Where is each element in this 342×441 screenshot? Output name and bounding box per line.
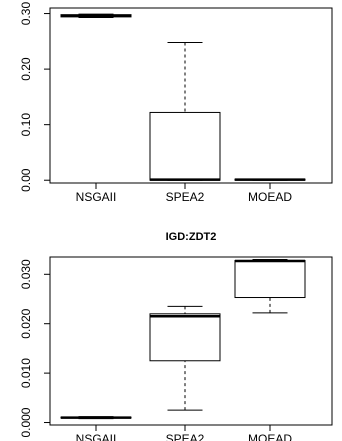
y-tick-label: 0.010 (19, 358, 33, 388)
plot-frame (49, 256, 333, 426)
box-spea2 (149, 111, 221, 181)
y-tick-label: 0.20 (19, 57, 33, 81)
box-spea2 (149, 313, 221, 362)
plot-frame (49, 7, 333, 184)
x-tick-label: MOEAD (248, 190, 292, 204)
y-tick-label: 0.020 (19, 308, 33, 338)
box-moead (234, 259, 306, 299)
y-tick-label: 0.30 (19, 2, 33, 26)
y-tick-label: 0.030 (19, 259, 33, 289)
y-tick-label: 0.000 (19, 407, 33, 437)
chart-title: IGD:ZDT2 (166, 231, 217, 243)
y-tick-label: 0.00 (19, 168, 33, 192)
x-tick-label: NSGAII (76, 432, 117, 441)
x-tick-label: MOEAD (248, 432, 292, 441)
x-tick-label: SPEA2 (166, 432, 205, 441)
x-tick-label: SPEA2 (166, 190, 205, 204)
x-tick-label: NSGAII (76, 190, 117, 204)
y-tick-label: 0.10 (19, 113, 33, 137)
